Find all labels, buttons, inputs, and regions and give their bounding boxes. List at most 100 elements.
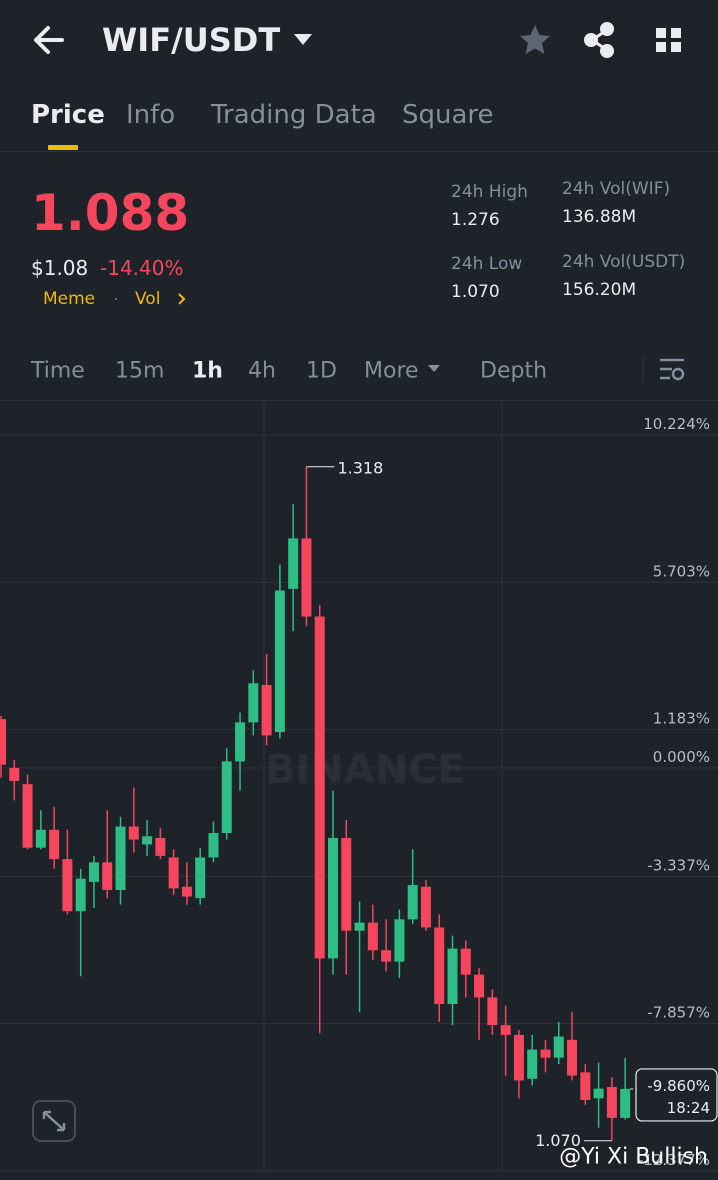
more-caret: [428, 365, 440, 372]
candle-body: [620, 1088, 631, 1118]
candle-body: [221, 761, 232, 834]
y-tick-label: 10.224%: [643, 415, 710, 433]
candle-body: [102, 862, 113, 891]
timeframe[interactable]: Time: [30, 359, 85, 384]
candle-body: [75, 878, 86, 912]
candle-body: [420, 886, 431, 928]
candle-body: [128, 826, 139, 840]
timeframe[interactable]: 1D: [306, 359, 337, 384]
timeframe-active[interactable]: 1h: [192, 359, 223, 384]
pair-dropdown[interactable]: [294, 34, 312, 45]
stat-value: 1.276: [451, 210, 500, 230]
candle-body: [155, 837, 166, 856]
candle-body: [394, 919, 405, 962]
candle-body: [487, 997, 498, 1026]
candle-body: [62, 859, 73, 912]
candle-body: [274, 590, 285, 733]
candle-body: [513, 1034, 524, 1081]
usd-price: $1.08: [31, 256, 88, 280]
candle-body: [540, 1049, 551, 1058]
candle-body: [580, 1072, 591, 1101]
candle-body: [367, 922, 378, 951]
tab[interactable]: Square: [402, 100, 494, 130]
credit: @Yi Xi Bullish: [559, 1145, 708, 1170]
fullscreen-icon: [42, 1110, 66, 1132]
candle-body: [447, 948, 458, 1004]
candle-body: [606, 1086, 617, 1118]
candle-body: [354, 922, 365, 931]
tab-indicator: [48, 145, 78, 150]
y-tick-label: -7.857%: [647, 1004, 710, 1022]
candle-body: [0, 719, 6, 765]
timeframe[interactable]: Depth: [480, 359, 547, 384]
candle-body: [288, 538, 299, 589]
current-price-label: -9.860%: [647, 1077, 710, 1095]
candle-body: [115, 826, 126, 891]
chart-settings-icon[interactable]: [660, 358, 685, 381]
last-price: 1.088: [31, 184, 189, 242]
candle-body: [195, 857, 206, 899]
high-label: 1.318: [337, 458, 383, 477]
y-tick-label: -3.337%: [647, 857, 710, 875]
share-icon[interactable]: [584, 22, 614, 58]
tag[interactable]: Meme: [43, 289, 95, 309]
stat-value: 1.070: [451, 282, 500, 302]
back-button[interactable]: [34, 26, 64, 54]
candle-body: [208, 833, 219, 858]
y-tick-label: 0.000%: [653, 748, 710, 766]
candle-body: [314, 616, 325, 959]
candle-body: [88, 862, 99, 882]
candle-body: [22, 784, 33, 848]
candle-body: [301, 538, 312, 617]
candle-body: [248, 683, 259, 723]
stat-value: 136.88M: [562, 207, 636, 227]
pair-title[interactable]: WIF/USDT: [102, 21, 280, 59]
candle-body: [181, 886, 192, 897]
candle-body: [434, 927, 445, 1004]
candle-body: [474, 974, 485, 998]
tag-arrow: [178, 293, 186, 305]
current-price-tag: [635, 1068, 718, 1122]
candle-body: [593, 1088, 604, 1099]
y-tick-label: -12.377%: [638, 1151, 710, 1169]
timeframe[interactable]: More: [364, 359, 419, 384]
favorite-icon[interactable]: [520, 25, 550, 54]
candle-body: [261, 684, 272, 736]
grid-menu-icon[interactable]: [656, 28, 681, 52]
tab-active[interactable]: Price: [31, 100, 105, 130]
y-tick-label: 1.183%: [653, 709, 710, 727]
candle-body: [142, 836, 153, 845]
tag[interactable]: Vol: [135, 289, 160, 309]
candle-body: [9, 767, 20, 781]
stat-label: 24h High: [451, 182, 528, 202]
candle-body: [235, 722, 246, 762]
timeframe[interactable]: 15m: [115, 359, 164, 384]
candle-body: [49, 829, 60, 860]
tab[interactable]: Trading Data: [210, 100, 377, 130]
price-change: -14.40%: [100, 256, 183, 280]
fullscreen-button[interactable]: [32, 1100, 76, 1142]
candle-body: [35, 829, 46, 848]
low-label: 1.070: [535, 1131, 581, 1150]
tab[interactable]: Info: [126, 100, 175, 130]
candle-body: [460, 948, 471, 975]
candle-body: [407, 885, 418, 920]
candle-body: [527, 1049, 538, 1079]
candle-body: [341, 837, 352, 931]
candle-body: [553, 1036, 564, 1058]
candle-body: [168, 857, 179, 889]
candle-body: [567, 1039, 578, 1076]
y-tick-label: 5.703%: [653, 562, 710, 580]
stat-label: 24h Low: [451, 254, 522, 274]
stat-value: 156.20M: [562, 280, 636, 300]
candle-body: [328, 837, 338, 959]
watermark: BINANCE: [265, 747, 465, 793]
stat-label: 24h Vol(USDT): [562, 252, 685, 272]
candlestick-chart: BINANCE 10.224% 5.703% 1.183% 0.000% -3.337%…: [0, 401, 718, 1172]
countdown: 18:24: [667, 1099, 710, 1117]
candle-body: [381, 950, 392, 962]
timeframe[interactable]: 4h: [248, 359, 276, 384]
candle-body: [500, 1025, 511, 1035]
stat-label: 24h Vol(WIF): [562, 179, 670, 199]
